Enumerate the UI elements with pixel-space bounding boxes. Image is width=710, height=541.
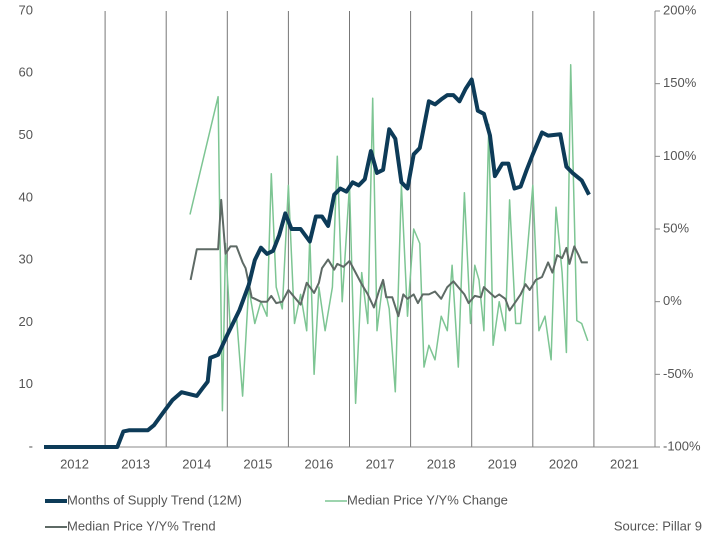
series-line — [189, 64, 589, 412]
y-tick-label: 50 — [19, 127, 33, 142]
y2-tick-label: -50% — [663, 366, 694, 381]
y2-tick-label: 0% — [663, 293, 682, 308]
x-tick-label: 2018 — [427, 456, 456, 471]
x-tick-label: 2015 — [243, 456, 272, 471]
x-tick-label: 2013 — [121, 456, 150, 471]
y-tick-label: 40 — [19, 189, 33, 204]
y-tick-label: 20 — [19, 314, 33, 329]
y-tick-label: 30 — [19, 252, 33, 267]
source: Source: Pillar 9 — [614, 518, 702, 533]
x-tick-label: 2012 — [60, 456, 89, 471]
x-tick-label: 2019 — [488, 456, 517, 471]
y-tick-label: 70 — [19, 2, 33, 17]
y2-tick-label: 200% — [663, 2, 697, 17]
x-tick-label: 2017 — [366, 456, 395, 471]
y2-tick-label: 50% — [663, 220, 689, 235]
x-tick-label: 2016 — [304, 456, 333, 471]
legend-label: Median Price Y/Y% Change — [347, 492, 508, 507]
x-tick-label: 2021 — [610, 456, 639, 471]
y-tick-label: 60 — [19, 65, 33, 80]
y-tick-label: 10 — [19, 376, 33, 391]
y2-tick-label: 100% — [663, 148, 697, 163]
series-line — [189, 198, 588, 318]
y-tick-label: - — [29, 438, 33, 453]
x-tick-label: 2020 — [549, 456, 578, 471]
legend-label: Median Price Y/Y% Trend — [67, 518, 216, 533]
y2-tick-label: -100% — [663, 438, 701, 453]
y2-tick-label: 150% — [663, 75, 697, 90]
series-line — [44, 77, 591, 449]
x-tick-label: 2014 — [182, 456, 211, 471]
legend-label: Months of Supply Trend (12M) — [67, 492, 242, 507]
